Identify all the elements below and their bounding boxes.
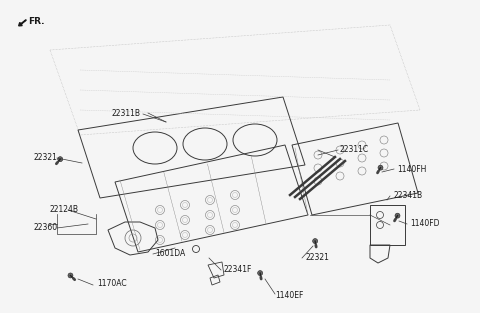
Text: 22321: 22321 bbox=[33, 153, 57, 162]
Text: 1601DA: 1601DA bbox=[155, 249, 185, 259]
Text: 22341B: 22341B bbox=[393, 192, 422, 201]
Bar bbox=[370, 205, 405, 245]
Circle shape bbox=[312, 239, 318, 244]
FancyArrow shape bbox=[19, 20, 26, 26]
Text: 1170AC: 1170AC bbox=[97, 279, 127, 288]
Circle shape bbox=[68, 273, 73, 278]
Text: 22341F: 22341F bbox=[224, 265, 252, 275]
Text: FR.: FR. bbox=[28, 18, 45, 27]
Circle shape bbox=[395, 213, 400, 218]
Text: 1140FH: 1140FH bbox=[397, 165, 426, 173]
Text: 22311C: 22311C bbox=[340, 146, 369, 155]
Text: 1140EF: 1140EF bbox=[275, 290, 303, 300]
Text: 22321: 22321 bbox=[305, 254, 329, 263]
Circle shape bbox=[58, 157, 63, 162]
Text: 22360: 22360 bbox=[33, 223, 57, 233]
Text: 22311B: 22311B bbox=[112, 110, 141, 119]
Circle shape bbox=[258, 270, 263, 275]
Text: 22124B: 22124B bbox=[50, 206, 79, 214]
Circle shape bbox=[378, 165, 383, 170]
Text: 1140FD: 1140FD bbox=[410, 219, 440, 228]
